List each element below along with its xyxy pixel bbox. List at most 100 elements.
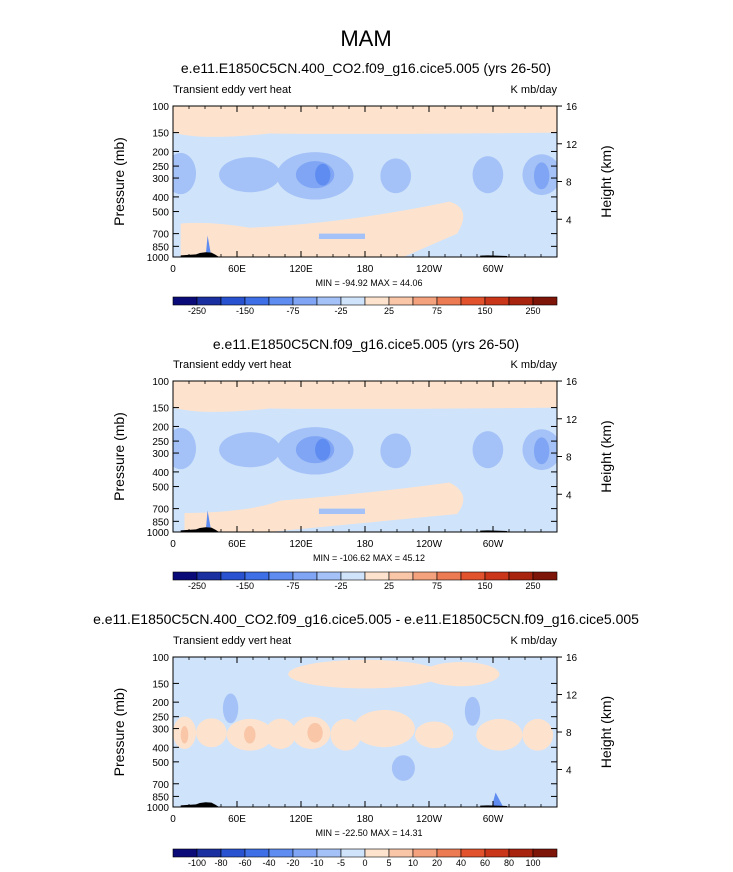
y-tick-label: 700 <box>152 505 169 516</box>
colorbar-label: -250 <box>188 581 206 591</box>
y-tick-label: 700 <box>152 230 169 241</box>
contour-field <box>173 657 557 807</box>
colorbar-label: -150 <box>236 306 254 316</box>
positive-core <box>307 722 323 743</box>
negative-blob <box>380 433 412 469</box>
x-tick-label: 0 <box>170 539 176 550</box>
colorbar-label: 20 <box>432 858 442 868</box>
negative-blob <box>472 431 504 469</box>
low-level-spike <box>491 792 504 807</box>
negative-blob <box>219 432 281 468</box>
colorbar-box <box>244 848 270 858</box>
negative-blob <box>380 158 412 194</box>
colorbar-label: -25 <box>334 306 347 316</box>
colorbar-box <box>244 296 270 306</box>
panel-stats: MIN = -106.62 MAX = 45.12 <box>313 553 425 563</box>
y2-tick-label: 16 <box>566 377 578 388</box>
y-tick-label: 400 <box>152 193 169 204</box>
positive-patch <box>522 718 554 751</box>
panel-right-label: K mb/day <box>511 635 558 647</box>
colorbar-box <box>220 296 246 306</box>
y-tick-label: 400 <box>152 743 169 754</box>
negative-blob <box>173 427 197 470</box>
x-tick-label: 60E <box>228 264 246 275</box>
colorbar-label: -5 <box>337 858 345 868</box>
colorbar-box <box>364 848 390 858</box>
colorbar-box <box>532 848 558 858</box>
y-axis-title: Pressure (mb) <box>111 412 127 501</box>
colorbar-label: -100 <box>188 858 206 868</box>
colorbar-box <box>388 296 414 306</box>
colorbar-box <box>412 571 438 581</box>
y-tick-label: 500 <box>152 483 169 494</box>
panel-right-label: K mb/day <box>511 84 558 96</box>
upper-positive-band <box>173 381 557 412</box>
x-tick-label: 120W <box>416 539 443 550</box>
low-level-blob <box>318 508 365 515</box>
y-tick-label: 100 <box>152 377 169 388</box>
y2-tick-label: 4 <box>566 766 572 777</box>
y-tick-label: 300 <box>152 449 169 460</box>
colorbar-box <box>244 571 270 581</box>
colorbar-box <box>364 296 390 306</box>
x-tick-label: 0 <box>170 814 176 825</box>
colorbar-box <box>316 571 342 581</box>
negative-patch <box>391 755 415 781</box>
colorbar-box <box>340 571 366 581</box>
negative-blob <box>315 438 331 461</box>
panel-left-label: Transient eddy vert heat <box>173 359 291 371</box>
negative-blob <box>173 152 197 195</box>
upper-positive-band <box>173 106 557 137</box>
panel-stats: MIN = -22.50 MAX = 14.31 <box>315 828 422 838</box>
panel-left-label: Transient eddy vert heat <box>173 84 291 96</box>
colorbar-label: -20 <box>286 858 299 868</box>
x-tick-label: 180 <box>357 539 374 550</box>
positive-patch <box>265 718 296 749</box>
y-tick-label: 300 <box>152 725 169 736</box>
colorbar-box <box>412 296 438 306</box>
colorbar-box <box>340 296 366 306</box>
y2-tick-label: 4 <box>566 215 572 226</box>
terrain <box>180 252 220 257</box>
low-level-blob <box>318 233 365 240</box>
main-title: MAM <box>340 26 391 51</box>
colorbar-box <box>484 296 510 306</box>
chart-panel: e.e11.E1850C5CN.f09_g16.cice5.005 (yrs 2… <box>111 336 614 591</box>
x-tick-label: 60W <box>483 264 504 275</box>
colorbar-label: -10 <box>310 858 323 868</box>
panel-left-label: Transient eddy vert heat <box>173 635 291 647</box>
x-tick-label: 60W <box>483 814 504 825</box>
y2-axis-title: Height (km) <box>598 145 614 217</box>
colorbar-box <box>436 571 462 581</box>
negative-blob <box>219 157 281 193</box>
colorbar-box <box>508 571 534 581</box>
terrain <box>180 802 220 807</box>
colorbar-box <box>220 571 246 581</box>
positive-patch <box>288 659 442 689</box>
colorbar-label: -75 <box>286 581 299 591</box>
y-tick-label: 150 <box>152 404 169 415</box>
x-tick-label: 120E <box>289 814 313 825</box>
y-tick-label: 1000 <box>147 528 170 539</box>
colorbar-box <box>172 296 198 306</box>
y-tick-label: 150 <box>152 129 169 140</box>
x-tick-label: 180 <box>357 814 374 825</box>
low-level-spike <box>205 235 212 257</box>
panels: e.e11.E1850C5CN.400_CO2.f09_g16.cice5.00… <box>93 60 639 868</box>
positive-patch <box>196 718 227 748</box>
colorbar-box <box>508 848 534 858</box>
colorbar-box <box>196 571 222 581</box>
colorbar-box <box>196 296 222 306</box>
y2-tick-label: 8 <box>566 453 572 464</box>
colorbar-box <box>268 296 294 306</box>
colorbar-label: -75 <box>286 306 299 316</box>
y-axis-title: Pressure (mb) <box>111 688 127 777</box>
y-tick-label: 1000 <box>147 803 170 814</box>
y2-tick-label: 16 <box>566 653 578 664</box>
colorbar-box <box>340 848 366 858</box>
x-tick-label: 120E <box>289 539 313 550</box>
positive-patch <box>476 718 523 751</box>
x-tick-label: 120W <box>416 814 443 825</box>
y-tick-label: 700 <box>152 780 169 791</box>
negative-blob <box>472 156 504 194</box>
